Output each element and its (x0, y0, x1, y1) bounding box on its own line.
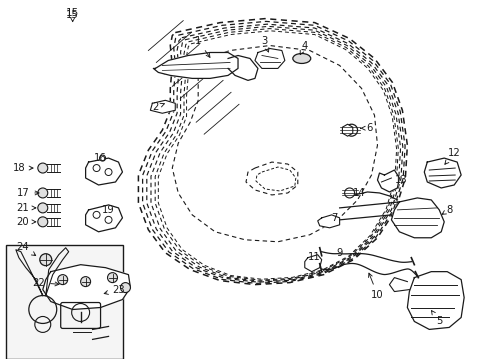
Polygon shape (317, 215, 339, 228)
Text: 22: 22 (32, 278, 59, 288)
Text: 24: 24 (17, 242, 36, 256)
Text: 20: 20 (17, 217, 36, 227)
Circle shape (120, 283, 130, 293)
Polygon shape (377, 170, 399, 192)
Polygon shape (304, 255, 321, 272)
Polygon shape (254, 49, 285, 68)
Text: 10: 10 (368, 273, 383, 300)
Circle shape (81, 276, 90, 287)
Circle shape (38, 163, 48, 173)
Polygon shape (153, 53, 238, 78)
Circle shape (58, 275, 67, 285)
Polygon shape (227, 55, 258, 80)
Text: 3: 3 (260, 36, 268, 52)
Polygon shape (424, 158, 460, 188)
Polygon shape (42, 265, 130, 310)
Circle shape (40, 254, 52, 266)
Polygon shape (407, 272, 463, 329)
Text: 9: 9 (336, 248, 342, 258)
Text: 16: 16 (94, 153, 107, 163)
Circle shape (100, 155, 105, 161)
Polygon shape (388, 278, 408, 292)
Text: 21: 21 (17, 203, 36, 213)
Text: 14: 14 (352, 188, 365, 198)
Text: 8: 8 (441, 205, 451, 215)
Text: 17: 17 (17, 188, 39, 198)
Text: 15: 15 (66, 10, 79, 20)
Text: 5: 5 (430, 311, 442, 327)
Circle shape (38, 203, 48, 213)
Text: 6: 6 (360, 123, 372, 133)
Circle shape (38, 217, 48, 227)
Text: 12: 12 (444, 148, 460, 164)
Circle shape (107, 273, 117, 283)
Circle shape (345, 124, 357, 136)
Polygon shape (150, 100, 175, 113)
Circle shape (38, 188, 48, 198)
Polygon shape (85, 158, 122, 185)
Polygon shape (390, 198, 443, 238)
Text: 13: 13 (394, 175, 407, 185)
Polygon shape (85, 205, 122, 232)
Text: 2: 2 (152, 102, 164, 112)
Text: 15: 15 (66, 8, 79, 22)
Ellipse shape (292, 54, 310, 63)
Circle shape (344, 188, 354, 198)
Text: 18: 18 (13, 163, 33, 173)
Text: 19: 19 (102, 205, 115, 215)
Bar (6, 245, 123, 359)
Text: 23: 23 (104, 284, 124, 294)
Text: 1: 1 (195, 36, 209, 57)
Text: 11: 11 (308, 252, 321, 262)
Text: 7: 7 (331, 213, 337, 223)
Text: 4: 4 (300, 41, 307, 55)
